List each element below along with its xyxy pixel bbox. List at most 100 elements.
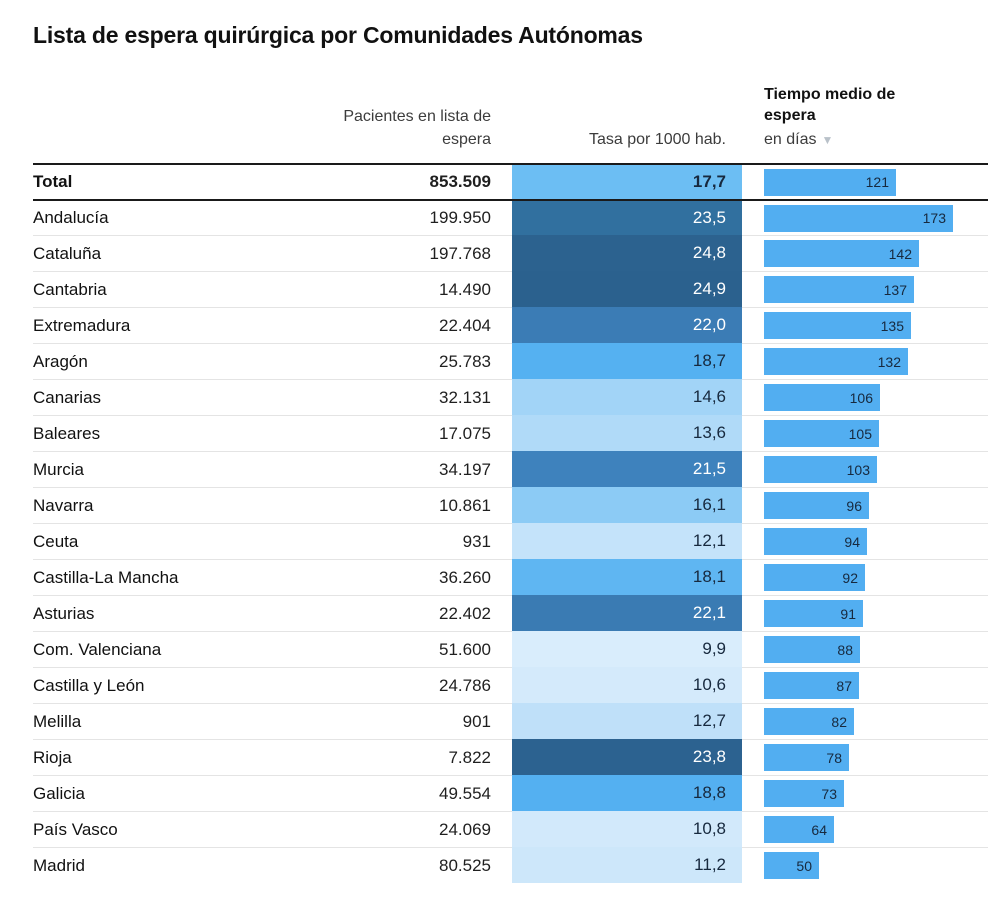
days-value: 94 bbox=[844, 533, 860, 550]
rate-heatmap-cell: 23,8 bbox=[512, 739, 742, 776]
patients-count: 853.509 bbox=[300, 163, 491, 199]
patients-count: 36.260 bbox=[300, 559, 491, 595]
region-name: Extremadura bbox=[33, 307, 300, 343]
region-name: Andalucía bbox=[33, 199, 300, 235]
row-gap bbox=[742, 307, 764, 343]
row-gap bbox=[742, 415, 764, 451]
row-gap bbox=[491, 811, 512, 847]
header-gap bbox=[491, 151, 512, 163]
days-bar-cell: 78 bbox=[764, 739, 988, 775]
region-name: Castilla y León bbox=[33, 667, 300, 703]
rate-heatmap-cell: 10,8 bbox=[512, 811, 742, 848]
region-name: País Vasco bbox=[33, 811, 300, 847]
region-name: Aragón bbox=[33, 343, 300, 379]
row-gap bbox=[742, 847, 764, 883]
row-gap bbox=[742, 811, 764, 847]
days-value: 92 bbox=[842, 569, 858, 586]
row-gap bbox=[742, 271, 764, 307]
table-body: Total 853.509 17,7 121 Andalucía 199.950 23,5 1… bbox=[33, 163, 988, 884]
row-gap bbox=[491, 523, 512, 559]
region-row: Galicia 49.554 18,8 73 bbox=[33, 775, 988, 812]
patients-count: 7.822 bbox=[300, 739, 491, 775]
region-name: Cataluña bbox=[33, 235, 300, 271]
days-column-header: Tiempo medio de espera en días ▼ bbox=[764, 84, 988, 164]
patients-count: 901 bbox=[300, 703, 491, 739]
days-value: 103 bbox=[846, 461, 870, 478]
days-value: 96 bbox=[846, 497, 862, 514]
days-bar: 87 bbox=[764, 672, 859, 700]
region-row: País Vasco 24.069 10,8 64 bbox=[33, 811, 988, 848]
days-bar: 173 bbox=[764, 204, 953, 232]
days-bar: 94 bbox=[764, 528, 867, 556]
days-bar-cell: 173 bbox=[764, 199, 988, 235]
row-gap bbox=[742, 667, 764, 703]
days-bar-cell: 73 bbox=[764, 775, 988, 811]
row-gap bbox=[742, 559, 764, 595]
rate-heatmap-cell: 10,6 bbox=[512, 667, 742, 704]
region-row: Com. Valenciana 51.600 9,9 88 bbox=[33, 631, 988, 668]
days-bar-cell: 96 bbox=[764, 487, 988, 523]
patients-count: 199.950 bbox=[300, 199, 491, 235]
total-row: Total 853.509 17,7 121 bbox=[33, 163, 988, 200]
region-row: Madrid 80.525 11,2 50 bbox=[33, 847, 988, 884]
region-row: Melilla 901 12,7 82 bbox=[33, 703, 988, 740]
region-name: Baleares bbox=[33, 415, 300, 451]
days-bar: 91 bbox=[764, 600, 863, 628]
days-value: 82 bbox=[831, 713, 847, 730]
patients-count: 34.197 bbox=[300, 451, 491, 487]
row-gap bbox=[491, 271, 512, 307]
days-bar-cell: 92 bbox=[764, 559, 988, 595]
days-bar-cell: 142 bbox=[764, 235, 988, 271]
region-row: Murcia 34.197 21,5 103 bbox=[33, 451, 988, 488]
patients-count: 22.404 bbox=[300, 307, 491, 343]
row-gap bbox=[491, 775, 512, 811]
patients-count: 17.075 bbox=[300, 415, 491, 451]
days-bar-cell: 87 bbox=[764, 667, 988, 703]
row-gap bbox=[491, 487, 512, 523]
patients-count: 197.768 bbox=[300, 235, 491, 271]
row-gap bbox=[742, 739, 764, 775]
days-value: 73 bbox=[821, 785, 837, 802]
rate-heatmap-cell: 12,7 bbox=[512, 703, 742, 740]
rate-heatmap-cell: 16,1 bbox=[512, 487, 742, 524]
row-gap bbox=[491, 379, 512, 415]
patients-count: 22.402 bbox=[300, 595, 491, 631]
days-bar-cell: 137 bbox=[764, 271, 988, 307]
row-gap bbox=[742, 523, 764, 559]
days-bar: 106 bbox=[764, 384, 880, 412]
rate-heatmap-cell: 12,1 bbox=[512, 523, 742, 560]
row-gap bbox=[742, 163, 764, 199]
region-name: Rioja bbox=[33, 739, 300, 775]
row-gap bbox=[491, 415, 512, 451]
region-name: Castilla-La Mancha bbox=[33, 559, 300, 595]
row-gap bbox=[491, 199, 512, 235]
rate-heatmap-cell: 18,8 bbox=[512, 775, 742, 812]
days-value: 135 bbox=[880, 317, 904, 334]
days-bar-cell: 135 bbox=[764, 307, 988, 343]
days-value: 173 bbox=[922, 210, 946, 227]
rate-heatmap-cell: 13,6 bbox=[512, 415, 742, 452]
table-header: Pacientes en lista de espera Tasa por 10… bbox=[33, 84, 988, 164]
patients-column-header: Pacientes en lista de espera bbox=[343, 108, 491, 148]
days-value: 64 bbox=[811, 821, 827, 838]
rate-heatmap-cell: 11,2 bbox=[512, 847, 742, 884]
days-bar-cell: 88 bbox=[764, 631, 988, 667]
region-name: Ceuta bbox=[33, 523, 300, 559]
region-name: Cantabria bbox=[33, 271, 300, 307]
days-bar: 78 bbox=[764, 744, 849, 772]
days-bar: 137 bbox=[764, 276, 914, 304]
rate-heatmap-cell: 14,6 bbox=[512, 379, 742, 416]
days-bar-cell: 106 bbox=[764, 379, 988, 415]
days-bar: 105 bbox=[764, 420, 879, 448]
region-row: Aragón 25.783 18,7 132 bbox=[33, 343, 988, 380]
region-name: Com. Valenciana bbox=[33, 631, 300, 667]
header-gap bbox=[742, 151, 764, 163]
days-bar-cell: 94 bbox=[764, 523, 988, 559]
rate-heatmap-cell: 22,1 bbox=[512, 595, 742, 632]
patients-count: 24.069 bbox=[300, 811, 491, 847]
region-row: Castilla-La Mancha 36.260 18,1 92 bbox=[33, 559, 988, 596]
row-gap bbox=[742, 451, 764, 487]
days-sort-control[interactable]: en días ▼ bbox=[764, 129, 988, 151]
row-gap bbox=[491, 847, 512, 883]
sort-desc-icon[interactable]: ▼ bbox=[821, 132, 834, 147]
